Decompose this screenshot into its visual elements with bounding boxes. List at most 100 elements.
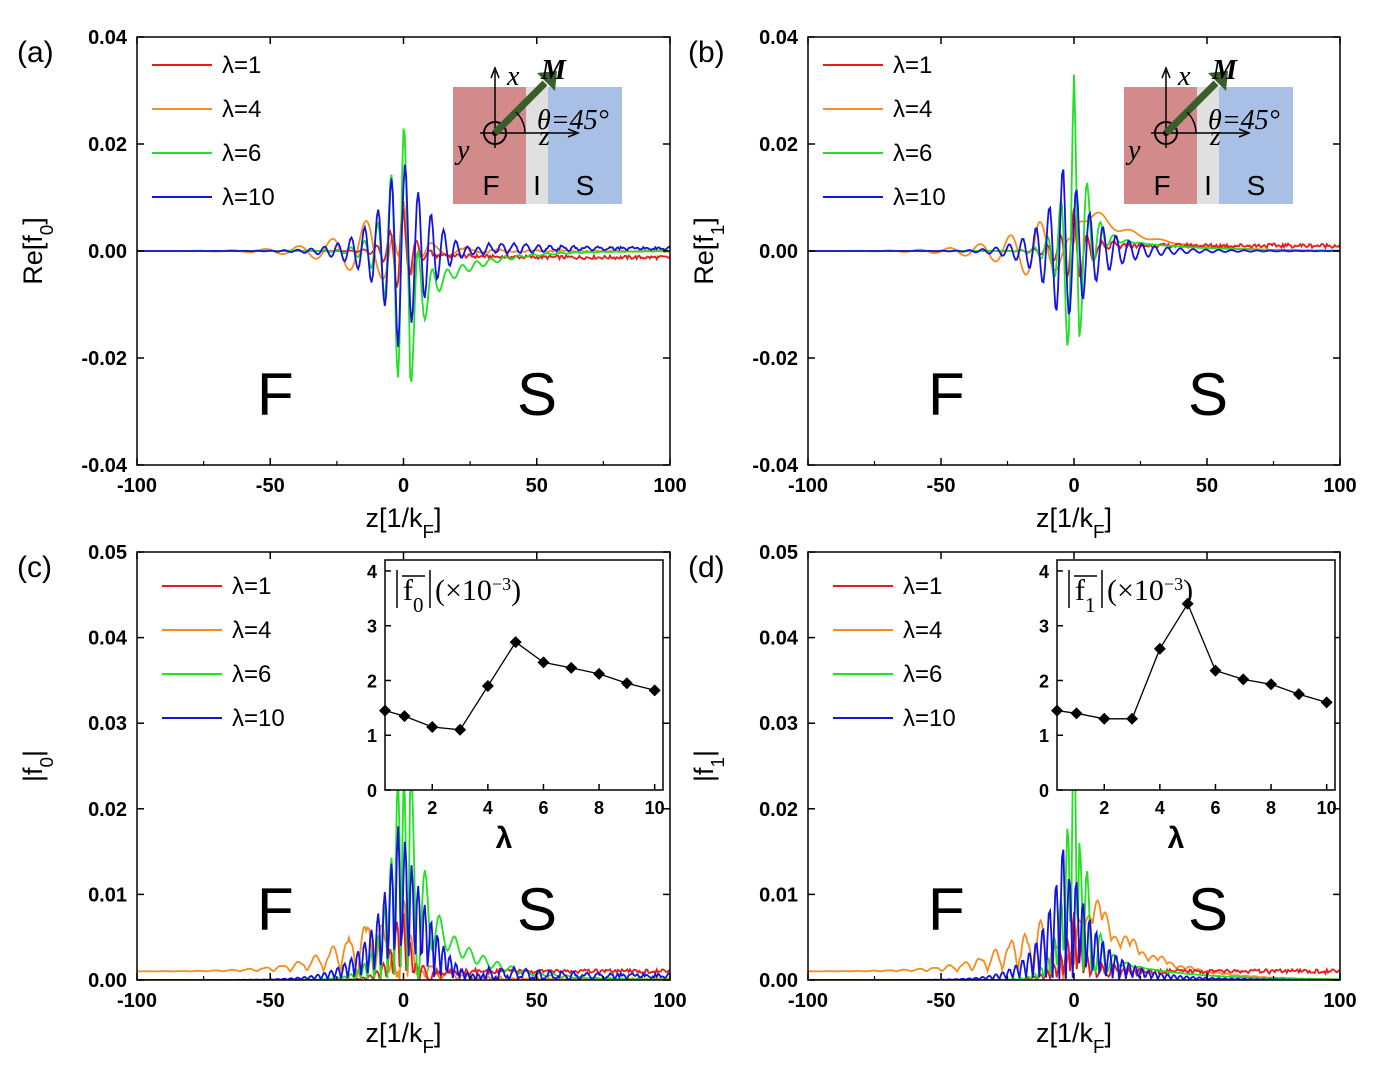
- x-tick-label: 50: [526, 990, 548, 1012]
- layer-s-label: S: [576, 170, 595, 201]
- legend-label: λ=4: [222, 96, 261, 123]
- z-arrowhead: [1238, 128, 1252, 138]
- legend-label: λ=6: [893, 140, 932, 167]
- layer-s: [548, 87, 622, 204]
- inset-x-tick-label: 2: [427, 798, 437, 818]
- layer-i-label: I: [533, 170, 541, 201]
- series-group: [808, 74, 1340, 346]
- series-line-4: [808, 849, 1340, 980]
- legend-label: λ=4: [903, 617, 942, 644]
- inset-y-tick-label: 4: [367, 562, 377, 582]
- legend-label: λ=6: [903, 661, 942, 688]
- inset-x-tick-label: 2: [1099, 798, 1109, 818]
- x-tick-label: 50: [1196, 990, 1218, 1012]
- x-tick-label: -100: [117, 990, 157, 1012]
- x-tick-label: -50: [927, 990, 956, 1012]
- region-label-right: S: [517, 361, 557, 428]
- y-axis-out-icon: [1154, 121, 1178, 145]
- inset-x-tick-label: 8: [594, 798, 604, 818]
- layer-s-label: S: [1247, 170, 1266, 201]
- inset-title-scale: (×10−3): [435, 574, 521, 607]
- inset-x-tick-label: 10: [645, 798, 665, 818]
- angle-arc: [1186, 111, 1197, 134]
- axis-x-label: x: [506, 61, 520, 92]
- legend-label: λ=1: [232, 573, 271, 600]
- panel-a: -100 -50 0 50 100 -0.04 -0.02 0.00 0.02 0.04 z[1/k…: [17, 27, 687, 543]
- x-tick-label: -50: [256, 990, 285, 1012]
- legend-label: λ=1: [903, 573, 942, 600]
- legend-label: λ=1: [893, 52, 932, 79]
- y-tick-label: 0.02: [759, 799, 798, 821]
- panel-label: (b): [688, 36, 725, 69]
- y-tick-label: 0.04: [759, 628, 799, 650]
- y-tick-label: -0.02: [752, 348, 798, 370]
- panel-b: -100 -50 0 50 100 -0.04 -0.02 0.00 0.02 0.04 z[1/k…: [688, 27, 1357, 543]
- magnetization-arrowhead: [537, 71, 557, 91]
- y-tick-label: 0.02: [88, 134, 127, 156]
- inset-point: [1070, 707, 1083, 720]
- inset-x-label: λ: [1168, 822, 1185, 855]
- inset-point: [1153, 642, 1166, 655]
- region-label-left: F: [257, 361, 294, 428]
- y-tick-label: 0.05: [759, 542, 798, 564]
- y-tick-label: 0.04: [88, 628, 128, 650]
- x-tick-label: 100: [653, 990, 686, 1012]
- vector-m-label: M: [540, 55, 567, 86]
- inset-y-tick-label: 2: [1039, 671, 1049, 691]
- x-tick-label: 100: [1323, 990, 1356, 1012]
- y-axis-label: Re[f0]: [18, 217, 58, 285]
- inset-chart: 2 4 6 8 10 0 1 2 3 4 f0 (×10−3) λ: [367, 559, 665, 855]
- layer-i: [526, 87, 548, 204]
- series-line-2: [808, 899, 1340, 980]
- y-tick-label: 0.00: [88, 970, 127, 992]
- legend-label: λ=4: [893, 96, 932, 123]
- inset-y-tick-label: 3: [1039, 617, 1049, 637]
- magnetization-arrowhead: [1208, 71, 1228, 91]
- series-line-4: [137, 826, 670, 980]
- x-tick-label: -50: [927, 475, 956, 497]
- inset-point: [379, 704, 391, 717]
- inset-point: [1265, 678, 1278, 691]
- inset-point: [509, 636, 522, 649]
- legend: λ=1 λ=4 λ=6 λ=10: [152, 52, 275, 211]
- y-tick-label: 0.02: [88, 799, 127, 821]
- legend-label: λ=10: [222, 184, 275, 211]
- layer-f: [1124, 87, 1197, 204]
- y-tick-label: 0.02: [759, 134, 798, 156]
- region-label-left: F: [928, 876, 965, 943]
- legend-label: λ=10: [903, 705, 956, 732]
- legend-label: λ=1: [222, 52, 261, 79]
- legend-label: λ=10: [893, 184, 946, 211]
- axis-z-label: z: [1209, 121, 1221, 152]
- inset-point: [1209, 664, 1222, 677]
- inset-point: [620, 677, 633, 690]
- inset-x-tick-label: 4: [483, 798, 493, 818]
- y-axis-label: |f0|: [18, 750, 58, 782]
- angle-arc: [515, 111, 526, 134]
- axis-x-label: x: [1177, 61, 1191, 92]
- x-arrowhead: [490, 65, 500, 79]
- x-axis-label: z[1/kF]: [365, 503, 441, 543]
- series-group: [137, 770, 670, 980]
- x-tick-label: -100: [788, 475, 828, 497]
- inset-point: [593, 667, 606, 680]
- y-tick-label: 0.04: [759, 27, 799, 49]
- x-tick-label: -100: [117, 475, 157, 497]
- y-axis-label: Re[f1]: [689, 217, 729, 285]
- inset-point: [565, 661, 578, 674]
- y-tick-label: 0.03: [88, 713, 127, 735]
- legend-label: λ=6: [232, 661, 271, 688]
- x-tick-label: 50: [1196, 475, 1218, 497]
- y-tick-label: -0.02: [81, 348, 127, 370]
- inset-point: [1098, 712, 1111, 725]
- x-arrowhead: [1161, 65, 1171, 79]
- y-tick-label: 0.04: [88, 27, 128, 49]
- inset-title-f: f0: [403, 574, 424, 617]
- panel-label: (d): [688, 551, 725, 584]
- magnetization-arrow: [492, 80, 548, 136]
- region-label-right: S: [517, 876, 557, 943]
- inset-y-tick-label: 0: [367, 781, 377, 801]
- x-tick-label: 0: [398, 475, 409, 497]
- inset-chart: 2 4 6 8 10 0 1 2 3 4 f1 (×10−3) λ: [1039, 559, 1337, 855]
- axis-y-label: y: [454, 135, 470, 166]
